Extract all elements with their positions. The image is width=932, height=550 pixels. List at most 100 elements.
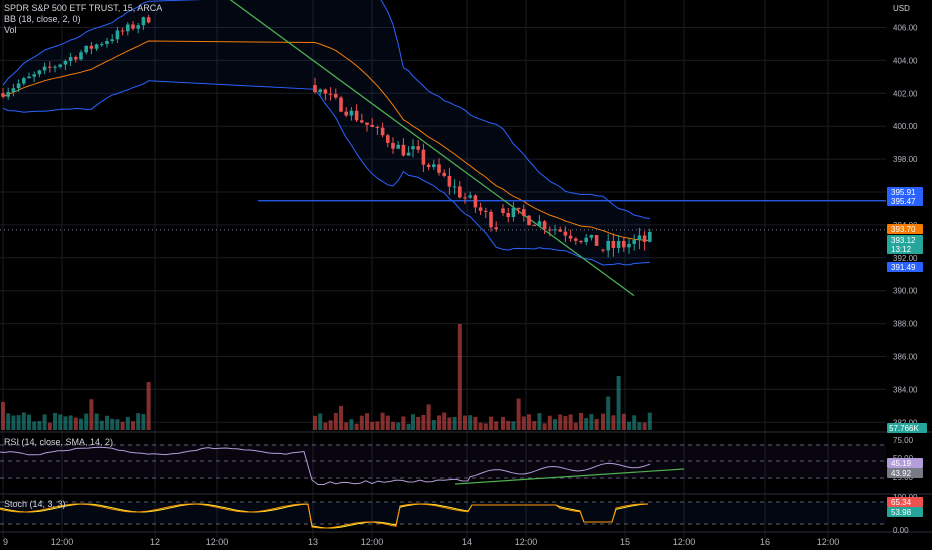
volume-bar: [506, 420, 511, 430]
price-tick-label: 392.00: [893, 254, 918, 263]
time-tick-label: 12:00: [361, 537, 384, 547]
candle-body: [100, 44, 104, 46]
volume-bar: [84, 413, 89, 430]
volume-bar: [411, 414, 415, 430]
candle-body: [632, 240, 636, 244]
bb-basis: [2, 40, 650, 241]
volume-bar: [370, 421, 375, 430]
candle-body: [452, 186, 457, 188]
volume-bar: [558, 414, 563, 430]
price-tick-label: 400.00: [893, 122, 918, 131]
candle-body: [323, 89, 328, 94]
volume-bar: [42, 414, 47, 430]
time-tick-label: 12:00: [673, 537, 696, 547]
candle-body: [406, 152, 411, 156]
volume-bar: [516, 398, 521, 430]
legend-vol: Vol: [4, 25, 17, 35]
rsi-tick-label: 75.00: [893, 436, 914, 445]
candle-body: [63, 61, 68, 65]
candle-body: [365, 122, 369, 125]
candle-body: [37, 70, 42, 75]
candle-body: [432, 164, 436, 168]
candle-body: [105, 40, 109, 45]
candle-body: [548, 229, 552, 231]
volume-bar: [37, 421, 42, 430]
stoch-band: [0, 502, 886, 524]
volume-bar: [621, 413, 626, 430]
volume-bar: [32, 421, 37, 430]
time-tick-label: 12:00: [206, 537, 229, 547]
price-tick-label: 406.00: [893, 24, 918, 33]
price-tick-label: 402.00: [893, 89, 918, 98]
candle-body: [506, 213, 510, 218]
volume-bar: [442, 412, 447, 430]
volume-bar: [594, 418, 599, 430]
candle-body: [511, 207, 516, 218]
volume-bar: [584, 417, 589, 430]
volume-bar: [647, 412, 652, 430]
volume-bar: [632, 415, 637, 430]
volume-bar: [110, 418, 115, 430]
candle-body: [74, 57, 78, 60]
price-tag: [887, 235, 923, 245]
volume-bar: [421, 414, 426, 430]
candle-body: [611, 240, 616, 248]
volume-bar: [473, 416, 478, 430]
candle-body: [553, 229, 557, 231]
volume-bar: [426, 404, 431, 430]
volume-bar: [468, 415, 473, 430]
volume-bar: [53, 413, 57, 430]
candle-body: [458, 186, 462, 198]
price-tag-label: 393.70: [891, 225, 916, 234]
time-tick-label: 12: [150, 537, 160, 547]
price-tag: [887, 244, 923, 254]
candle-body: [375, 126, 380, 128]
price-tick-label: 398.00: [893, 155, 918, 164]
rsi-tag-label: 43.92: [891, 469, 912, 478]
volume-bar: [579, 412, 583, 430]
volume-bar: [359, 415, 364, 430]
axis-currency: USD: [893, 4, 910, 13]
volume-bar: [141, 414, 146, 430]
volume-bar: [339, 405, 343, 430]
candle-body: [334, 94, 338, 98]
candle-body: [473, 195, 478, 208]
candle-body: [391, 142, 395, 149]
candle-body: [344, 111, 348, 116]
volume-bar: [21, 412, 26, 430]
time-tick-label: 12:00: [51, 537, 74, 547]
time-tick-label: 16: [760, 537, 770, 547]
legend-title: SPDR S&P 500 ETF TRUST, 15, ARCA: [4, 3, 163, 13]
volume-bar: [1, 401, 5, 430]
volume-bar: [542, 423, 547, 430]
candle-body: [380, 127, 385, 136]
candle-body: [396, 144, 400, 149]
volume-bar: [63, 416, 68, 430]
candle-body: [115, 30, 120, 40]
candle-body: [416, 146, 420, 150]
volume-bar: [463, 415, 467, 430]
volume-bar: [478, 422, 483, 430]
volume-bar: [146, 382, 151, 430]
volume-bar: [354, 423, 359, 430]
volume-bar: [94, 413, 99, 430]
time-tick-label: 12:00: [817, 537, 840, 547]
price-tag: [887, 224, 923, 234]
rsi-tag-label: 45.19: [891, 459, 912, 468]
volume-bar: [547, 415, 552, 430]
volume-bar: [391, 421, 395, 430]
volume-bar: [375, 421, 380, 430]
candle-body: [426, 164, 431, 168]
price-tick-label: 388.00: [893, 320, 918, 329]
volume-bar: [489, 416, 493, 430]
candle-body: [484, 210, 488, 212]
volume-bar: [568, 414, 573, 430]
volume-bar: [642, 422, 647, 430]
stoch-tag: [887, 497, 923, 507]
volume-bar: [521, 416, 526, 430]
volume-bar: [120, 421, 125, 430]
volume-bar: [380, 412, 385, 430]
candle-body: [516, 207, 521, 210]
volume-bar: [131, 421, 135, 430]
